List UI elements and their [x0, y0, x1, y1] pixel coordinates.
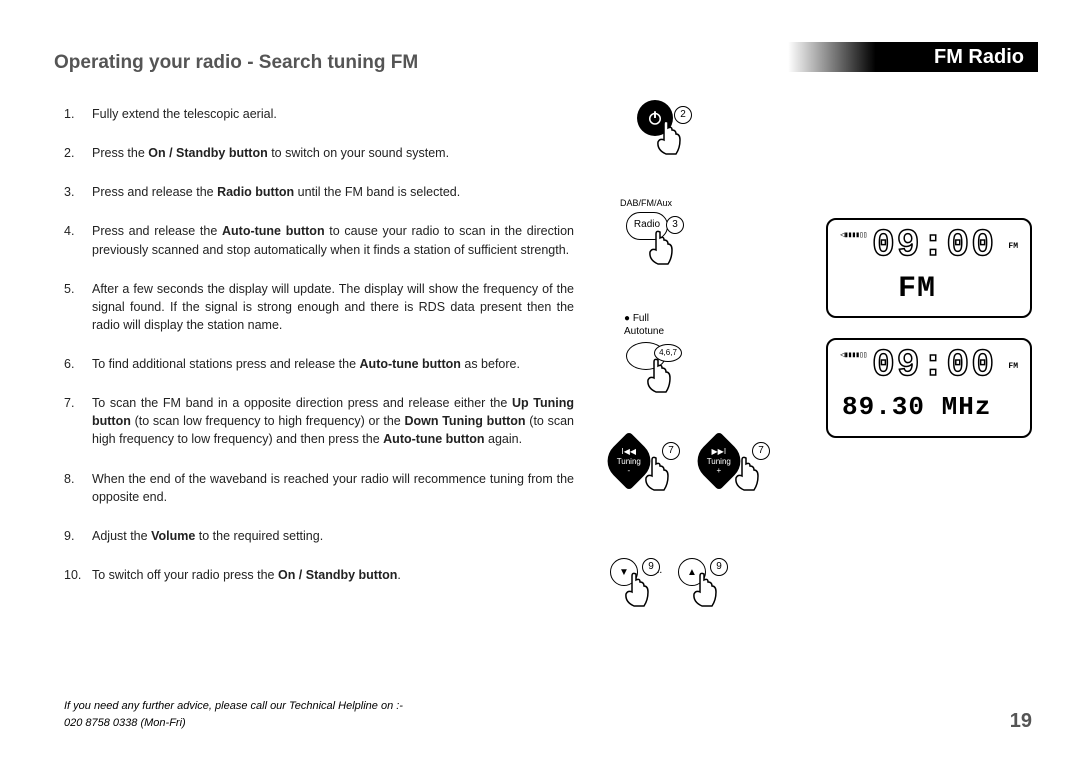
- page-number: 19: [1010, 710, 1032, 733]
- instruction-step: After a few seconds the display will upd…: [64, 280, 574, 334]
- callout-7b: 7: [752, 442, 770, 460]
- instruction-step: To switch off your radio press the On / …: [64, 566, 574, 584]
- instruction-step: Press and release the Radio button until…: [64, 183, 574, 201]
- callout-467: 4,6,7: [654, 344, 682, 362]
- signal-icon: ◁▮▮▮▮▯▯: [840, 230, 867, 240]
- hand-pointer-icon: 4,6,7: [644, 356, 674, 396]
- lcd-display-1: ◁▮▮▮▮▯▯ 09:00 FM FM: [826, 218, 1032, 318]
- hand-pointer-icon: 7: [642, 454, 672, 494]
- lcd-band-tag: FM: [1008, 362, 1018, 371]
- lcd-time: 09:00: [872, 224, 996, 267]
- lcd-time: 09:00: [872, 344, 996, 387]
- radio-button-diagram: DAB/FM/Aux Radio 3: [602, 198, 802, 278]
- radio-mode-label: DAB/FM/Aux: [620, 198, 672, 208]
- autotune-button-diagram: ● Full Autotune 4,6,7: [602, 312, 802, 392]
- page-title: Operating your radio - Search tuning FM: [54, 52, 418, 74]
- instruction-step: To scan the FM band in a opposite direct…: [64, 394, 574, 448]
- hand-pointer-icon: 9: [622, 570, 652, 610]
- lcd-display-2: ◁▮▮▮▮▯▯ 09:00 FM 89.30 MHz: [826, 338, 1032, 438]
- footer-line1: If you need any further advice, please c…: [64, 698, 403, 716]
- instructions-list: Fully extend the telescopic aerial. Press…: [64, 105, 574, 605]
- autotune-labels: ● Full Autotune: [624, 312, 664, 338]
- callout-7a: 7: [662, 442, 680, 460]
- instruction-step: To find additional stations press and re…: [64, 355, 574, 373]
- power-button-diagram: 2: [602, 100, 802, 170]
- lcd-line2: 89.30 MHz: [842, 392, 991, 422]
- volume-buttons-diagram: ▼ Vol. ▲ 9 9: [602, 554, 802, 614]
- instruction-step: Fully extend the telescopic aerial.: [64, 105, 574, 123]
- hand-pointer-icon: 3: [646, 228, 676, 268]
- callout-2: 2: [674, 106, 692, 124]
- tuning-buttons-diagram: I◀◀Tuning- 7 ▶▶ITuning+ 7: [602, 432, 802, 502]
- lcd-line2: FM: [898, 272, 936, 306]
- signal-icon: ◁▮▮▮▮▯▯: [840, 350, 867, 360]
- callout-9a: 9: [642, 558, 660, 576]
- hand-pointer-icon: 2: [654, 118, 684, 158]
- hand-pointer-icon: 7: [732, 454, 762, 494]
- helpline-footer: If you need any further advice, please c…: [64, 698, 403, 733]
- button-diagrams: 2 DAB/FM/Aux Radio 3 ● Full Autotune 4,6…: [602, 100, 802, 614]
- lcd-band-tag: FM: [1008, 242, 1018, 251]
- instruction-step: When the end of the waveband is reached …: [64, 470, 574, 506]
- callout-3: 3: [666, 216, 684, 234]
- instruction-step: Press and release the Auto-tune button t…: [64, 222, 574, 258]
- instruction-step: Press the On / Standby button to switch …: [64, 144, 574, 162]
- instruction-step: Adjust the Volume to the required settin…: [64, 527, 574, 545]
- hand-pointer-icon: 9: [690, 570, 720, 610]
- footer-line2: 020 8758 0338 (Mon-Fri): [64, 715, 403, 733]
- callout-9b: 9: [710, 558, 728, 576]
- section-banner: FM Radio: [788, 42, 1038, 72]
